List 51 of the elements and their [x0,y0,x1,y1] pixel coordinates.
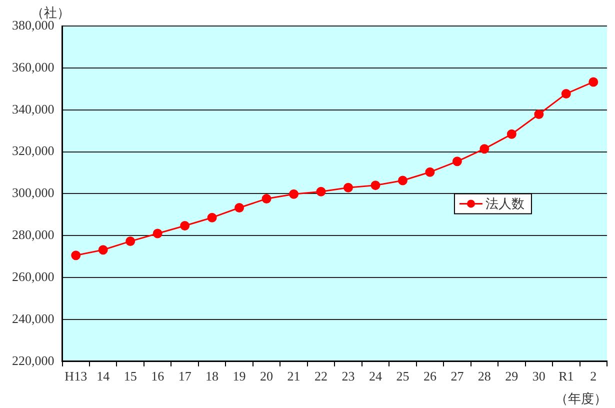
x-tick-label: 17 [178,368,192,384]
point [289,189,299,199]
y-tick-label: 240,000 [12,310,54,326]
y-tick-label: 220,000 [12,352,54,368]
x-tick-label: 16 [151,368,165,384]
y-axis-title: （社） [30,4,70,20]
x-axis-title: （年度） [555,390,607,406]
y-tick-label: 260,000 [12,268,54,284]
point [480,144,490,154]
point [262,194,272,204]
point [534,110,544,119]
point [506,129,516,139]
x-tick-label: 23 [342,368,355,384]
y-tick-label: 340,000 [12,101,54,116]
x-tick-label: 20 [260,368,274,384]
x-tick-label: 18 [206,368,219,384]
x-tick-label: H13 [64,368,88,384]
x-tick-label: 22 [314,368,328,384]
point [71,250,81,260]
point [98,245,108,255]
legend-label: 法人数 [485,196,524,212]
point [425,167,435,177]
point [126,236,136,246]
x-tick-label: 15 [124,368,137,384]
x-tick-label: 14 [96,368,110,384]
point [452,156,462,166]
x-tick-label: 28 [478,368,491,384]
point [234,202,244,212]
x-tick-label: 30 [532,368,546,384]
point [370,180,380,190]
x-tick-label: 26 [423,368,437,384]
x-tick-label: 27 [450,368,464,384]
y-tick-label: 360,000 [12,59,54,74]
x-tick-label: 24 [368,368,382,384]
y-tick-label: 280,000 [12,227,54,242]
point [343,182,353,192]
y-tick-label: 320,000 [12,143,54,158]
point [588,77,598,87]
x-tick-label: 25 [396,368,410,384]
point [180,221,190,231]
x-tick-label: 2 [590,368,597,384]
x-tick-label: 21 [287,368,300,384]
point [398,176,408,186]
x-tick-label: 29 [505,368,518,384]
point [561,88,571,98]
point [316,186,326,196]
point [152,228,162,238]
x-tick-label: R1 [558,368,574,384]
point [207,212,217,222]
x-tick-label: 19 [232,368,246,384]
y-tick-label: 300,000 [12,185,54,200]
